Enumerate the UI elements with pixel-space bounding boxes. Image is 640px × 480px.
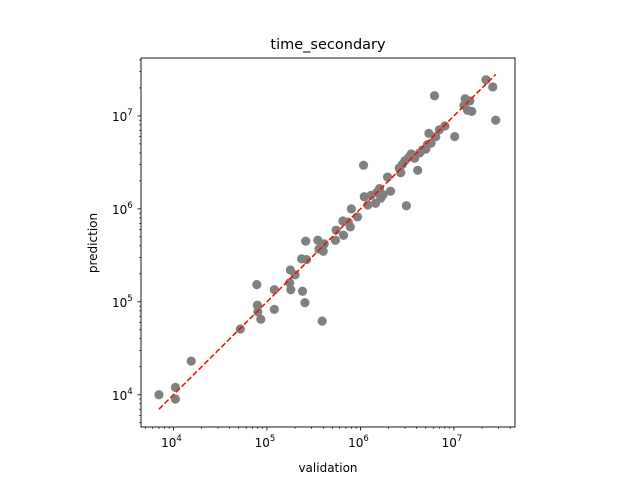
data-point: [297, 286, 308, 296]
data-point: [358, 160, 369, 170]
data-point: [450, 131, 460, 142]
data-point: [401, 201, 411, 211]
data-point: [352, 212, 363, 222]
data-point: [345, 222, 355, 232]
x-axis-label: validation: [298, 461, 357, 475]
data-point: [285, 278, 295, 288]
y-axis-label: prediction: [86, 213, 100, 273]
data-point: [429, 91, 440, 101]
data-point: [331, 225, 341, 235]
data-point: [378, 190, 388, 200]
data-point: [301, 236, 311, 246]
data-point: [170, 394, 181, 404]
data-point: [154, 390, 164, 400]
data-point: [286, 285, 296, 295]
x-tick-label: 104: [161, 434, 182, 450]
data-point: [269, 304, 279, 314]
data-point: [256, 314, 266, 324]
data-point: [413, 165, 423, 175]
chart-title: time_secondary: [270, 37, 386, 53]
x-tick-label: 106: [348, 434, 369, 450]
data-point: [491, 115, 501, 125]
plot-frame: [140, 57, 516, 428]
y-tick-label: 104: [112, 387, 133, 403]
reference-line: [158, 73, 497, 410]
data-point: [300, 298, 310, 308]
data-point: [330, 235, 341, 245]
data-point: [382, 172, 393, 182]
plot-area: 104 105 106 107 104 105 106 107: [112, 59, 511, 450]
data-point: [269, 285, 279, 295]
data-point: [186, 356, 196, 366]
data-point: [346, 204, 356, 214]
data-point: [481, 75, 491, 85]
y-tick-label: 107: [112, 108, 133, 124]
data-point: [317, 316, 327, 326]
y-tick-label: 105: [112, 294, 133, 310]
data-point: [424, 128, 434, 138]
data-point: [301, 254, 312, 265]
y-tick-label: 106: [112, 201, 133, 217]
data-point: [488, 82, 498, 92]
data-point: [385, 186, 396, 196]
data-point: [431, 131, 441, 142]
data-point: [338, 230, 349, 240]
data-point: [467, 106, 477, 116]
data-point: [252, 280, 262, 290]
data-point: [252, 300, 262, 310]
x-tick-label: 107: [442, 434, 463, 450]
data-point: [363, 200, 373, 210]
x-tick-label: 105: [255, 434, 276, 450]
